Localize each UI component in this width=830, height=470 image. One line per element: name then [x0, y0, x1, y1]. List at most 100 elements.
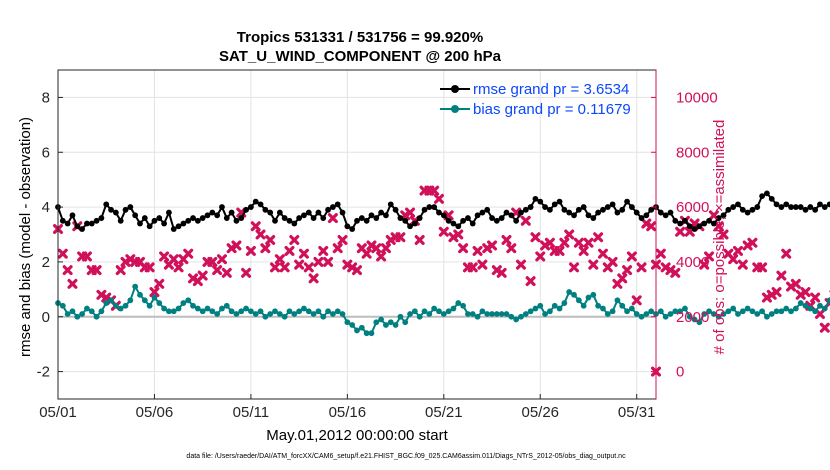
- rmse-point: [479, 209, 486, 216]
- bias-point: [595, 302, 602, 309]
- obs-marker: [728, 254, 739, 265]
- rmse-point: [768, 195, 775, 202]
- rmse-point: [628, 204, 635, 210]
- rmse-point: [84, 220, 90, 227]
- bias-point: [493, 311, 500, 317]
- rmse-point: [161, 220, 168, 227]
- rmse-point: [117, 217, 124, 224]
- rmse-point: [575, 206, 582, 213]
- obs-marker: [380, 243, 391, 254]
- bias-point: [436, 308, 442, 315]
- obs-marker: [776, 270, 787, 281]
- rmse-point: [190, 215, 196, 221]
- obs-marker: [732, 245, 743, 256]
- rmse-point: [238, 215, 245, 221]
- bias-point: [344, 319, 351, 326]
- bias-point: [498, 311, 505, 317]
- bias-point: [146, 302, 153, 309]
- rmse-point: [590, 215, 597, 221]
- bias-point: [383, 322, 389, 328]
- bias-point: [754, 311, 761, 317]
- obs-marker: [588, 259, 599, 270]
- bias-point: [522, 311, 529, 317]
- rmse-point: [98, 215, 105, 221]
- rmse-point: [397, 215, 404, 221]
- rmse-point: [773, 201, 780, 208]
- rmse-series-group: [55, 190, 830, 232]
- bias-point: [329, 311, 336, 317]
- obs-marker: [525, 276, 536, 287]
- obs-marker: [284, 245, 295, 256]
- y-tick-label: 2: [42, 254, 50, 271]
- legend: rmse grand pr = 3.6534 bias grand pr = 0…: [440, 81, 631, 118]
- rmse-point: [513, 217, 520, 224]
- bias-point: [117, 305, 124, 312]
- obs-marker: [636, 262, 647, 273]
- bias-point: [296, 308, 303, 315]
- rmse-point: [301, 212, 307, 219]
- rmse-point: [320, 215, 327, 221]
- rmse-point: [677, 220, 684, 227]
- bias-point: [378, 316, 385, 323]
- bias-point: [257, 308, 264, 315]
- bias-point: [556, 305, 563, 312]
- bias-point: [199, 308, 206, 315]
- bias-point: [320, 313, 327, 320]
- rmse-point: [561, 206, 568, 213]
- obs-marker: [655, 248, 666, 259]
- rmse-point: [710, 220, 717, 227]
- obs-marker: [231, 240, 242, 251]
- rmse-point: [595, 209, 602, 216]
- bias-point: [465, 311, 471, 317]
- bias-point: [252, 311, 259, 317]
- rmse-point: [257, 201, 264, 208]
- rmse-point: [614, 209, 621, 216]
- obs-marker: [501, 234, 512, 245]
- rmse-point: [281, 215, 288, 221]
- obs-marker: [593, 232, 604, 243]
- rmse-point: [522, 206, 529, 213]
- rmse-point: [69, 212, 76, 219]
- rmse-point: [788, 204, 794, 210]
- rmse-point: [571, 212, 577, 219]
- rmse-point: [527, 204, 534, 210]
- obs-marker: [819, 322, 830, 333]
- x-axis-label: May.01,2012 00:00:00 start: [266, 427, 448, 444]
- rmse-point: [783, 201, 790, 208]
- bias-point: [407, 311, 413, 317]
- rmse-point: [551, 201, 558, 208]
- data-file-footnote: data file: /Users/raeder/DAI/ATM_forcXX/…: [186, 453, 626, 460]
- rmse-point: [744, 209, 751, 216]
- bias-point: [667, 311, 674, 317]
- obs-marker: [472, 245, 483, 256]
- bias-point: [397, 313, 404, 320]
- bias-point: [643, 311, 650, 317]
- rmse-point: [426, 204, 433, 210]
- bias-point: [64, 311, 71, 317]
- bias-point: [821, 305, 828, 312]
- x-tick-label: 05/11: [233, 404, 269, 421]
- rmse-point: [484, 206, 491, 213]
- obs-marker: [313, 256, 324, 267]
- bias-point: [575, 297, 582, 304]
- rmse-point: [74, 223, 81, 230]
- rmse-point: [739, 206, 746, 213]
- legend-rmse-marker: [451, 85, 459, 93]
- rmse-point: [691, 226, 698, 232]
- rmse-point: [566, 209, 573, 216]
- bias-point: [84, 305, 90, 312]
- bias-point: [455, 300, 462, 306]
- obs-marker: [631, 295, 642, 306]
- obs-marker: [718, 229, 729, 240]
- rmse-point: [112, 209, 119, 216]
- bias-point: [233, 311, 240, 317]
- rmse-point: [199, 215, 206, 221]
- bias-point: [532, 305, 539, 312]
- obs-marker: [289, 234, 300, 245]
- bias-point: [238, 308, 245, 315]
- bias-point: [286, 308, 293, 315]
- chart-subtitle: SAT_U_WIND_COMPONENT @ 200 hPa: [219, 48, 502, 65]
- rmse-point: [156, 215, 163, 221]
- obs-marker: [308, 273, 319, 284]
